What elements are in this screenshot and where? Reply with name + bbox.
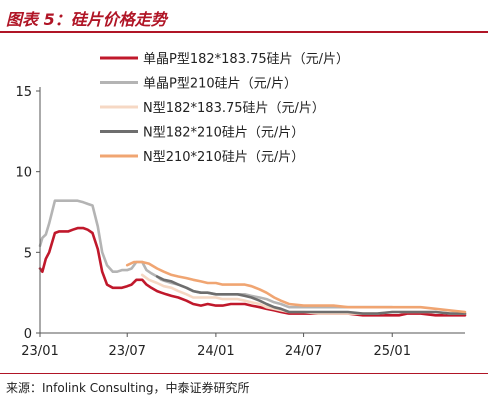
y-tick-label: 10 — [15, 166, 32, 181]
price-chart: 单晶P型182*183.75硅片（元/片） 单晶P型210硅片（元/片） N型182… — [15, 52, 467, 359]
figure-title: 图表 5：硅片价格走势 — [6, 10, 167, 29]
series-line-2 — [38, 199, 394, 309]
chart-legend: 单晶P型182*183.75硅片（元/片） 单晶P型210硅片（元/片） N型182… — [100, 52, 349, 165]
x-tick-label: 23/07 — [108, 344, 145, 359]
chart-axes: 0 5 10 15 23/01 23/07 24/01 24/07 25/01 — [15, 85, 465, 359]
series-line-5 — [125, 260, 467, 314]
chart-series-group — [38, 199, 467, 317]
x-tick-label: 25/01 — [374, 344, 411, 359]
x-tick-label: 24/07 — [285, 344, 322, 359]
legend-label-1: 单晶P型182*183.75硅片（元/片） — [143, 52, 349, 67]
legend-label-5: N型210*210硅片（元/片） — [143, 150, 304, 165]
x-tick-label: 23/01 — [21, 344, 58, 359]
legend-label-4: N型182*210硅片（元/片） — [143, 126, 304, 141]
source-note: 来源：Infolink Consulting，中泰证券研究所 — [6, 381, 250, 395]
title-rule — [0, 31, 488, 33]
y-tick-label: 5 — [24, 246, 32, 261]
legend-label-3: N型182*183.75硅片（元/片） — [143, 101, 325, 116]
source-rule — [0, 373, 488, 374]
series-line-4 — [155, 275, 467, 315]
legend-label-2: 单晶P型210硅片（元/片） — [143, 77, 297, 92]
y-tick-label: 0 — [24, 327, 32, 342]
x-tick-label: 24/01 — [197, 344, 234, 359]
y-tick-label: 15 — [15, 85, 32, 100]
